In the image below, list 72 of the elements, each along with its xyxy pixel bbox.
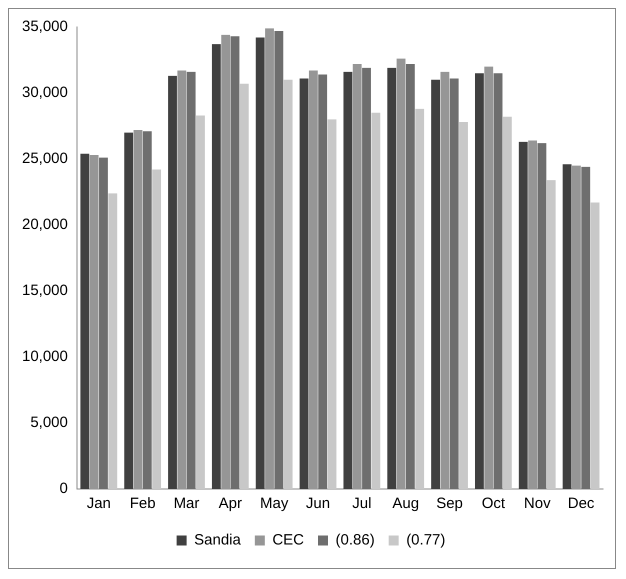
x-tick-label: Apr (218, 495, 242, 512)
bar (459, 122, 468, 489)
bar (502, 116, 512, 489)
bar (396, 58, 406, 489)
legend-label: (0.86) (336, 532, 375, 549)
y-tick-label: 10,000 (22, 348, 68, 366)
bar (308, 70, 318, 489)
bar (300, 78, 308, 489)
y-tick-label: 20,000 (22, 216, 68, 234)
bar (265, 28, 274, 489)
bar (590, 202, 600, 489)
bar (212, 44, 221, 489)
bar (387, 68, 396, 489)
y-tick-label: 5,000 (30, 414, 68, 432)
bar (99, 158, 108, 489)
bar (124, 132, 134, 489)
y-tick-label: 25,000 (22, 150, 68, 168)
bar (484, 66, 494, 489)
bar (108, 193, 118, 489)
bar (168, 76, 177, 489)
bar (440, 72, 450, 489)
bar (134, 130, 142, 489)
bar (318, 74, 328, 489)
x-tick-label: Jun (306, 495, 330, 512)
bar (274, 30, 284, 489)
bar (196, 115, 205, 489)
bar (221, 34, 230, 489)
bar (230, 36, 240, 489)
bar (572, 166, 581, 489)
x-tick-label: Dec (568, 495, 595, 512)
bar (343, 72, 352, 489)
x-tick-label: Aug (392, 495, 420, 512)
x-tick-label: Mar (174, 495, 200, 512)
bar (562, 164, 572, 489)
bar (152, 170, 162, 489)
y-tick-label: 15,000 (22, 282, 68, 300)
bar (581, 166, 590, 489)
bar (474, 73, 484, 489)
bar (415, 108, 424, 489)
x-tick-label: Feb (130, 495, 156, 512)
bar (186, 72, 196, 489)
bar (450, 78, 459, 489)
legend-label: CEC (272, 532, 304, 549)
bar (371, 112, 380, 489)
bar (537, 143, 546, 489)
x-tick-label: Jul (352, 495, 372, 512)
bar (406, 64, 415, 489)
bar (328, 119, 336, 489)
bar (80, 154, 90, 489)
bar (494, 73, 502, 489)
bar (518, 142, 528, 489)
bar (284, 80, 293, 489)
bar (546, 180, 556, 489)
legend-label: (0.77) (406, 532, 446, 549)
y-tick-label: 30,000 (22, 84, 68, 102)
bar (90, 155, 99, 489)
x-tick-label: May (260, 495, 289, 512)
x-tick-label: Oct (482, 495, 506, 512)
bar (431, 80, 440, 489)
y-tick-label: 35,000 (22, 18, 68, 36)
bar (528, 140, 537, 489)
bar (256, 38, 265, 489)
bar (142, 131, 152, 489)
bar (177, 70, 186, 489)
x-tick-label: Jan (86, 495, 111, 512)
x-tick-label: Sep (436, 495, 463, 512)
bar (240, 84, 249, 489)
y-tick-label: 0 (60, 480, 68, 498)
x-tick-label: Nov (524, 495, 552, 512)
legend-label: Sandia (194, 532, 242, 549)
bar (362, 68, 371, 489)
bar (352, 64, 362, 489)
